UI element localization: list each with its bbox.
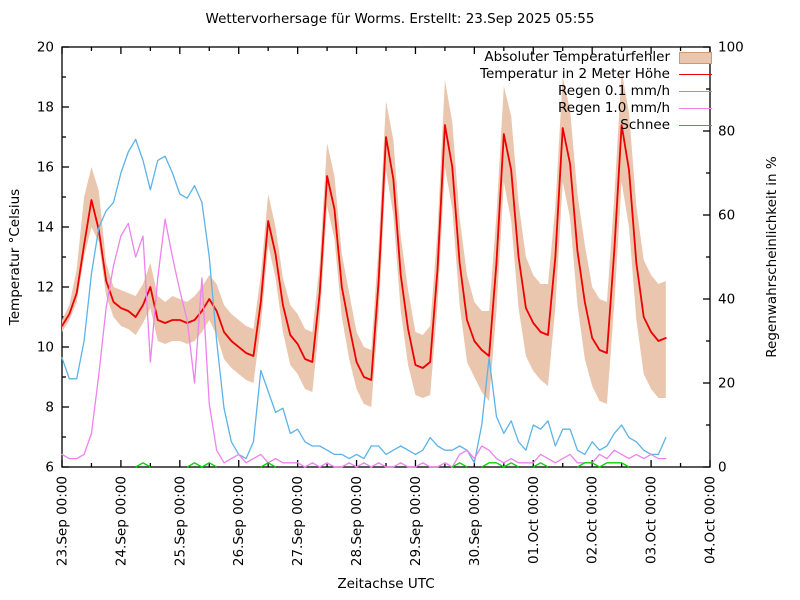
y-left-tick-label: 10 [37,340,54,356]
rain-01-line-swatch [679,91,712,92]
x-tick-label: 24.Sep 00:00 [113,476,129,566]
y-right-tick-label: 40 [718,292,735,308]
y-right-tick-label: 60 [718,208,735,224]
temperature-line-swatch [679,74,712,75]
legend-item-rain-10: Regen 1.0 mm/h [480,100,712,117]
x-tick-label: 30.Sep 00:00 [467,476,483,566]
x-tick-label: 25.Sep 00:00 [172,476,188,566]
snow-line [577,462,600,468]
y-axis-right-label: Regenwahrscheinlichkeit in % [764,156,780,358]
x-tick-label: 04.Oct 00:00 [703,476,719,564]
snow-line [186,462,203,468]
y-axis-left-label: Temperatur °Celsius [7,188,23,326]
snow-line [599,462,630,468]
legend-item-temperature-error: Absoluter Temperaturfehler [480,49,712,66]
y-left-tick-label: 6 [45,460,54,476]
x-tick-label: 26.Sep 00:00 [231,476,247,566]
snow-line [451,462,468,468]
series-line [61,124,667,381]
y-right-tick-label: 100 [718,40,744,56]
y-left-tick-label: 12 [37,280,54,296]
y-right-tick-label: 80 [718,124,735,140]
y-left-tick-label: 20 [37,40,54,56]
x-tick-label: 01.Oct 00:00 [526,476,542,564]
rain-10-line-swatch [679,108,712,109]
temperature-error-band-swatch [679,51,712,64]
legend-label-rain-01: Regen 0.1 mm/h [558,83,670,99]
x-tick-label: 23.Sep 00:00 [55,476,71,566]
x-axis-label: Zeitachse UTC [337,576,435,592]
snow-line [135,462,151,468]
series-line [61,218,667,468]
x-tick-label: 29.Sep 00:00 [408,476,424,566]
snow-line [201,462,217,468]
chart-title: Wettervorhersage für Worms. Erstellt: 23… [205,11,595,27]
legend: Absoluter Temperaturfehler Temperatur in… [480,49,712,134]
y-left-tick-label: 16 [37,160,54,176]
x-tick-label: 03.Oct 00:00 [644,476,660,564]
snow-line [481,462,505,468]
legend-item-snow: Schnee [480,117,712,134]
snow-line [532,462,549,468]
y-right-tick-label: 0 [718,460,727,476]
legend-label-rain-10: Regen 1.0 mm/h [558,100,670,116]
snow-line [260,462,276,468]
legend-item-temperature: Temperatur in 2 Meter Höhe [480,66,712,83]
y-right-tick-label: 20 [718,376,735,392]
x-tick-label: 27.Sep 00:00 [290,476,306,566]
snow-line-swatch [679,125,712,126]
y-left-tick-label: 18 [37,100,54,116]
x-tick-label: 28.Sep 00:00 [349,476,365,566]
series-line [61,138,667,464]
y-left-tick-label: 8 [45,400,54,416]
snow-line [503,462,519,468]
legend-label-snow: Schnee [620,117,670,133]
y-left-tick-label: 14 [37,220,54,236]
x-tick-label: 02.Oct 00:00 [585,476,601,564]
legend-label-temperature-error: Absoluter Temperaturfehler [484,49,670,65]
legend-label-temperature: Temperatur in 2 Meter Höhe [480,66,670,82]
legend-item-rain-01: Regen 0.1 mm/h [480,83,712,100]
temperature-error-band [62,71,666,407]
